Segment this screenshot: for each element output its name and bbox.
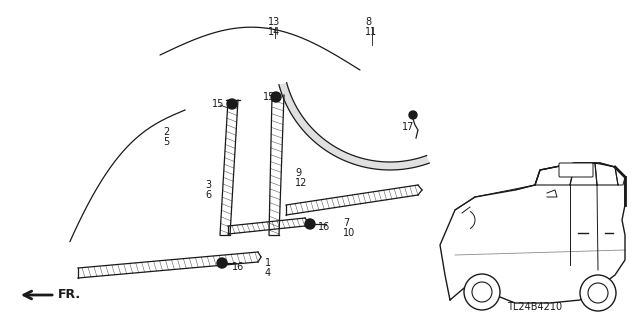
Circle shape	[409, 111, 417, 119]
Text: 6: 6	[205, 190, 211, 200]
Circle shape	[227, 99, 237, 109]
Text: TL24B4210: TL24B4210	[508, 302, 563, 312]
Text: 1: 1	[265, 258, 271, 268]
Text: 11: 11	[365, 27, 377, 37]
Text: 9: 9	[295, 168, 301, 178]
Circle shape	[217, 258, 227, 268]
Text: 8: 8	[365, 17, 371, 27]
Text: 2: 2	[163, 127, 169, 137]
Text: 15: 15	[263, 92, 275, 102]
Text: 13: 13	[268, 17, 280, 27]
Text: 16: 16	[232, 262, 244, 272]
Text: 17: 17	[402, 122, 414, 132]
Text: FR.: FR.	[58, 288, 81, 301]
Text: 10: 10	[343, 228, 355, 238]
Circle shape	[580, 275, 616, 311]
Circle shape	[472, 282, 492, 302]
Circle shape	[271, 92, 281, 102]
Text: 16: 16	[318, 222, 330, 232]
Circle shape	[305, 219, 315, 229]
Text: 4: 4	[265, 268, 271, 278]
Circle shape	[464, 274, 500, 310]
Text: 7: 7	[343, 218, 349, 228]
Text: 14: 14	[268, 27, 280, 37]
Polygon shape	[279, 83, 429, 170]
Circle shape	[588, 283, 608, 303]
Text: 15: 15	[212, 99, 225, 109]
Text: 5: 5	[163, 137, 169, 147]
Text: 3: 3	[205, 180, 211, 190]
FancyBboxPatch shape	[559, 163, 593, 177]
Text: 12: 12	[295, 178, 307, 188]
